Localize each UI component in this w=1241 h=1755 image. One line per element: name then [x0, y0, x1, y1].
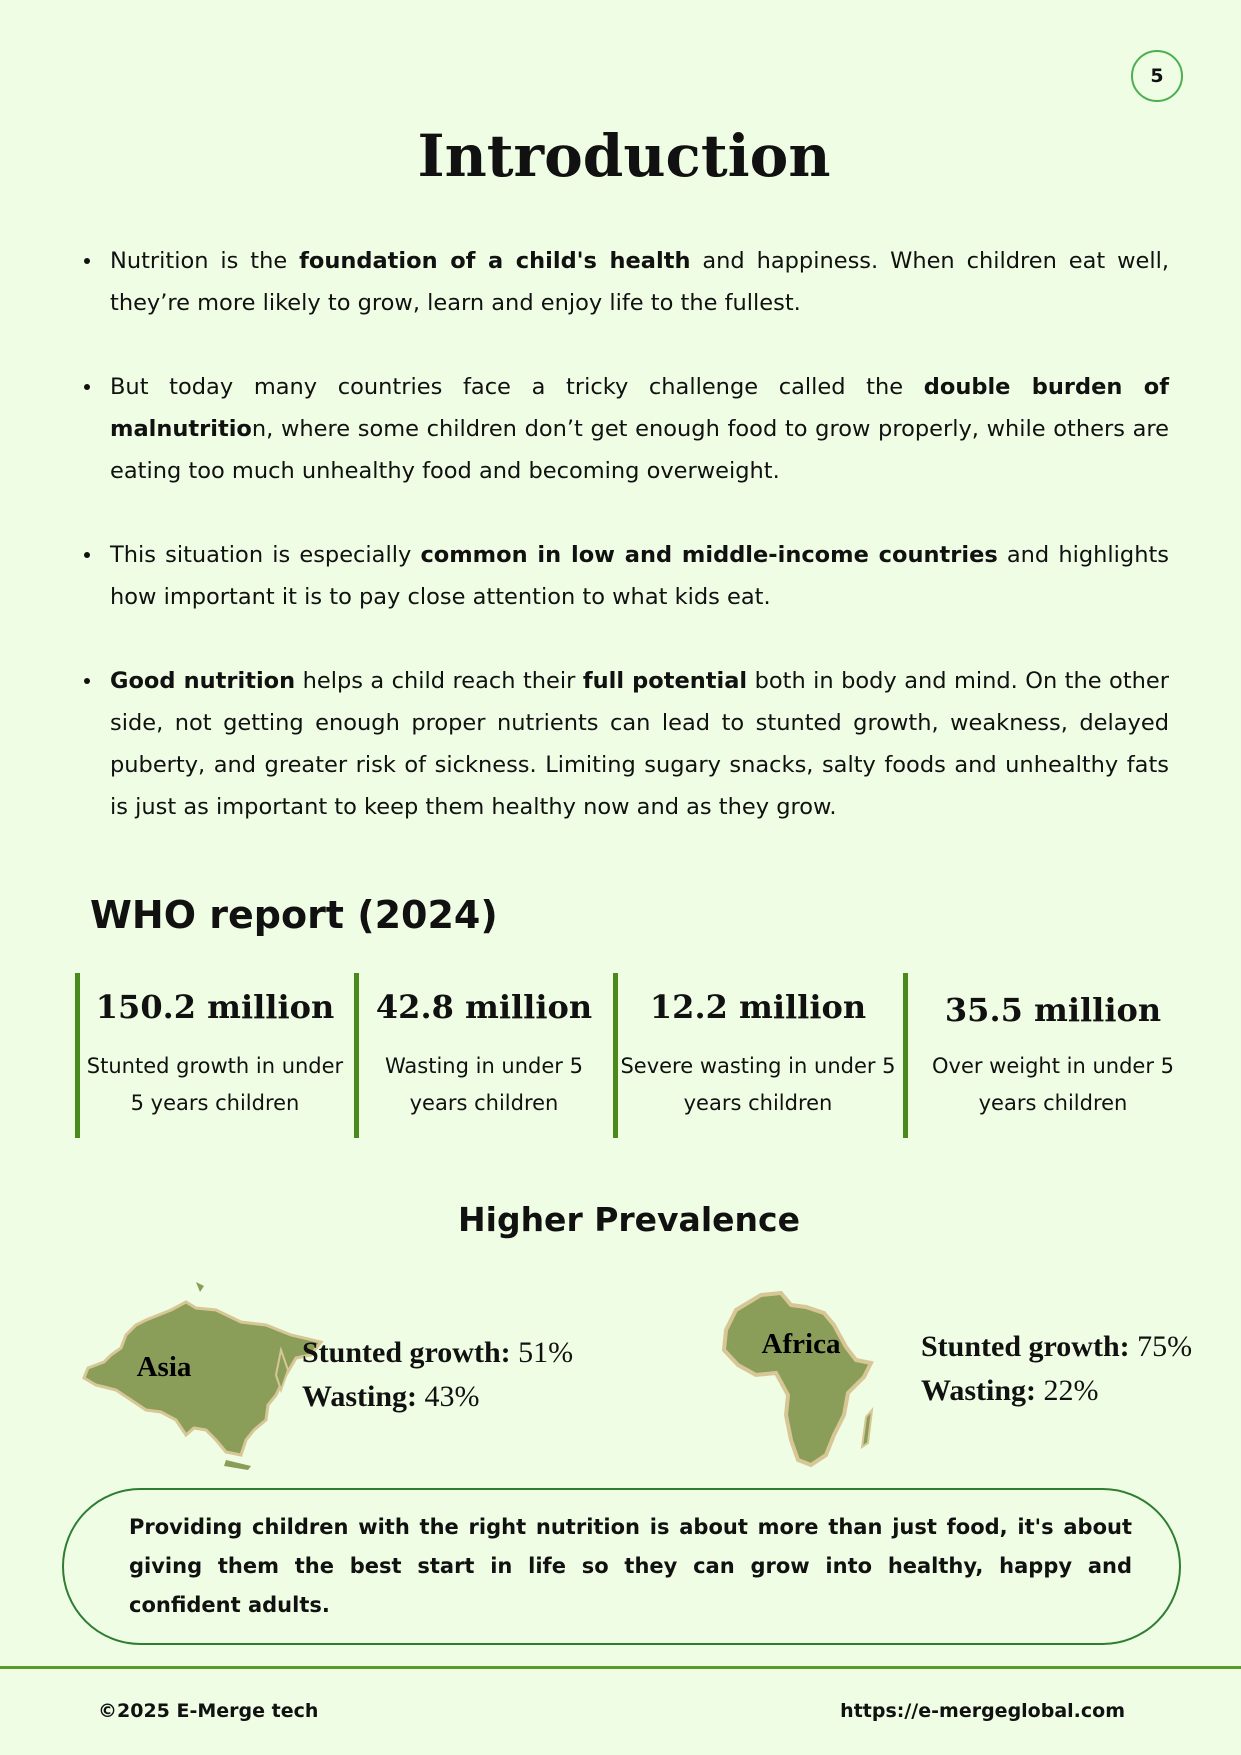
bold-text: full potential: [582, 668, 748, 694]
africa-map-icon: Africa: [721, 1290, 874, 1468]
stat-description: Wasting in under 5 years children: [385, 1054, 583, 1115]
region-name: Africa: [762, 1328, 841, 1360]
stat-value: 12.2 million: [649, 988, 867, 1026]
text: helps a child reach their: [295, 668, 583, 694]
quote-text: Providing children with the right nutrit…: [129, 1515, 1132, 1617]
higher-prevalence-heading: Higher Prevalence: [458, 1200, 800, 1239]
stunted-value: 75%: [1137, 1330, 1193, 1363]
text: This situation is especially: [110, 542, 421, 568]
bullet-item: Nutrition is the foundation of a child's…: [84, 240, 1169, 324]
text: But today many countries face a tricky c…: [110, 374, 924, 400]
stat-severe-wasting: 12.2 million Severe wasting in under 5 y…: [613, 973, 898, 1138]
text: and highlights how important it is to pa…: [110, 542, 1170, 610]
wasting-value: 43%: [424, 1380, 480, 1413]
stat-wasting: 42.8 million Wasting in under 5 years ch…: [354, 973, 609, 1138]
who-report-heading: WHO report (2024): [90, 893, 498, 937]
bullet-item: This situation is especially common in l…: [84, 534, 1169, 618]
wasting-label: Wasting:: [302, 1380, 418, 1413]
stunted-label: Stunted growth:: [921, 1330, 1130, 1363]
text: n, where some children don’t get enough …: [110, 416, 1169, 484]
stat-value: 42.8 million: [375, 988, 593, 1026]
intro-bullets: Nutrition is the foundation of a child's…: [84, 240, 1169, 870]
region-name: Asia: [137, 1351, 192, 1383]
africa-stats: Stunted growth: 75% Wasting: 22%: [921, 1325, 1192, 1413]
bold-text: Good nutrition: [110, 668, 296, 694]
footer-divider: [0, 1666, 1241, 1669]
page-number: 5: [1131, 50, 1183, 102]
stat-description: Stunted growth in under 5 years children: [86, 1054, 344, 1115]
bold-text: double burden of malnutritio: [110, 374, 1169, 442]
text: and happiness. When children eat well, t…: [110, 248, 1169, 316]
text: Nutrition is the: [110, 248, 300, 274]
bullet-item: But today many countries face a tricky c…: [84, 366, 1169, 492]
wasting-label: Wasting:: [921, 1374, 1037, 1407]
stat-value: 35.5 million: [944, 991, 1162, 1029]
bold-text: common in low and middle-income countrie…: [420, 542, 998, 568]
stunted-label: Stunted growth:: [302, 1336, 511, 1369]
bold-text: foundation of a child's health: [299, 248, 691, 274]
footer-copyright: ©2025 E-Merge tech: [98, 1700, 319, 1722]
quote-box: [62, 1488, 1181, 1645]
stunted-value: 51%: [518, 1336, 574, 1369]
asia-stats: Stunted growth: 51% Wasting: 43%: [302, 1331, 573, 1419]
asia-map-icon: Asia: [82, 1282, 324, 1470]
footer-url[interactable]: https://e-mergeglobal.com: [840, 1700, 1125, 1722]
stat-value: 150.2 million: [95, 988, 335, 1026]
text: both in body and mind. On the other side…: [110, 668, 1169, 820]
bullet-item: Good nutrition helps a child reach their…: [84, 660, 1169, 828]
stat-description: Over weight in under 5 years children: [931, 1054, 1175, 1115]
wasting-value: 22%: [1043, 1374, 1099, 1407]
stat-description: Severe wasting in under 5 years children: [620, 1054, 896, 1115]
page-title: Introduction: [417, 122, 831, 190]
stat-stunted: 150.2 million Stunted growth in under 5 …: [75, 973, 350, 1138]
stat-overweight: 35.5 million Over weight in under 5 year…: [903, 973, 1198, 1138]
